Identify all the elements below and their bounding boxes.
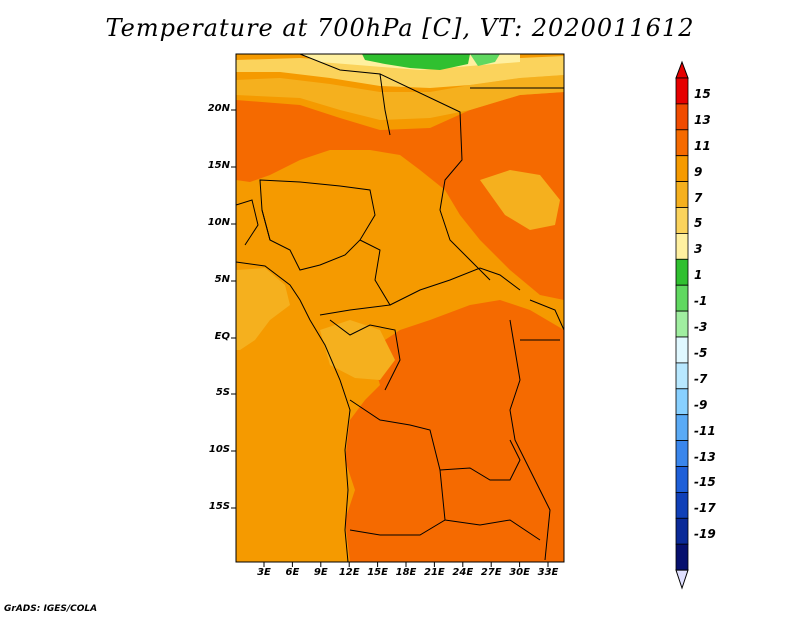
field-7-9-northeast	[480, 170, 560, 230]
colorbar-swatch	[675, 491, 689, 519]
country-borders	[236, 54, 564, 562]
colorbar-bottom-triangle	[675, 569, 689, 590]
lon-label: 15E	[367, 567, 388, 578]
colorbar-swatch	[675, 543, 689, 571]
field-7-9-sahel	[236, 75, 564, 120]
coastline	[236, 261, 351, 562]
lon-label: 6E	[285, 567, 300, 578]
colorbar-label: 13	[694, 112, 711, 127]
map-frame	[235, 53, 565, 563]
lon-label: 27E	[480, 567, 502, 578]
colorbar-swatch	[675, 440, 689, 467]
colorbar-label: -5	[694, 345, 708, 360]
colorbar-label: 5	[694, 216, 703, 231]
border-drc-west	[329, 319, 401, 391]
lat-label: 5N	[214, 274, 230, 285]
colorbar-label: 7	[694, 190, 703, 205]
colorbar-label: 3	[694, 242, 703, 257]
colorbar-swatch	[675, 466, 689, 493]
colorbar-label: 11	[694, 138, 711, 153]
colorbar-swatch	[675, 129, 689, 157]
lon-label: 12E	[338, 567, 360, 578]
colorbar	[675, 60, 689, 590]
border-east-lakes	[509, 319, 551, 561]
border-west-small	[236, 199, 271, 246]
colorbar-swatch	[675, 207, 689, 234]
chart-title: Temperature at 700hPa [C], VT: 202001161…	[105, 14, 695, 42]
colorbar-swatch	[675, 181, 689, 208]
longitude-ticks	[263, 562, 549, 567]
field-11-13-north	[236, 92, 564, 300]
border-chad-sudan	[379, 73, 491, 281]
lat-label: 10N	[207, 217, 230, 228]
border-car-drc	[389, 267, 521, 306]
lat-label: 10S	[208, 444, 230, 455]
colorbar-label: -3	[694, 320, 708, 335]
colorbar-label: -17	[694, 501, 716, 516]
colorbar-label: -9	[694, 397, 708, 412]
colorbar-swatch	[675, 388, 689, 416]
grads-credit: GrADS: IGES/COLA	[4, 604, 98, 614]
colorbar-swatch	[675, 77, 689, 105]
lon-label: 3E	[257, 567, 271, 578]
lon-label: 30E	[509, 567, 530, 578]
colorbar-swatch	[675, 517, 689, 545]
colorbar-swatch	[675, 155, 689, 182]
lat-label: 15S	[208, 501, 230, 512]
colorbar-swatch	[675, 232, 689, 260]
colorbar-swatch	[675, 103, 689, 131]
lat-label: EQ	[214, 331, 230, 342]
latitude-ticks	[231, 109, 236, 509]
lon-label: 9E	[313, 567, 328, 578]
field-11-13-congo	[345, 300, 564, 562]
colorbar-label: -19	[694, 527, 716, 542]
temperature-field	[236, 54, 564, 562]
border-drc-zambia	[439, 439, 521, 481]
field-7-9-west-coast	[236, 268, 290, 350]
lat-label: 20N	[207, 103, 230, 114]
lon-label: 24E	[452, 567, 474, 578]
colorbar-label: -1	[694, 294, 708, 309]
border-uganda-kenya	[520, 299, 564, 341]
colorbar-label: -7	[694, 371, 708, 386]
colorbar-swatch	[675, 310, 689, 338]
colorbar-top-triangle	[675, 60, 689, 79]
colorbar-swatch	[675, 414, 689, 442]
colorbar-label: 1	[694, 268, 703, 283]
lon-label: 21E	[424, 567, 445, 578]
lon-label: 18E	[395, 567, 417, 578]
field-1-3-north	[362, 54, 470, 70]
field-minus1-1-north	[470, 54, 500, 66]
colorbar-label: -13	[694, 449, 716, 464]
field-7-9-gabon	[320, 320, 395, 380]
colorbar-label: -11	[694, 423, 716, 438]
colorbar-label: -15	[694, 475, 716, 490]
colorbar-swatch	[675, 336, 689, 364]
colorbar-label: 15	[694, 86, 711, 101]
colorbar-swatch	[675, 362, 689, 390]
colorbar-label: 9	[694, 164, 703, 179]
colorbar-swatch	[675, 258, 689, 286]
colorbar-swatch	[675, 284, 689, 312]
lat-label: 5S	[215, 387, 230, 398]
lon-label: 33E	[537, 567, 559, 578]
border-zambia-zimbabwe	[444, 519, 541, 541]
border-cameroon-car	[319, 239, 391, 316]
lat-label: 15N	[207, 160, 230, 171]
